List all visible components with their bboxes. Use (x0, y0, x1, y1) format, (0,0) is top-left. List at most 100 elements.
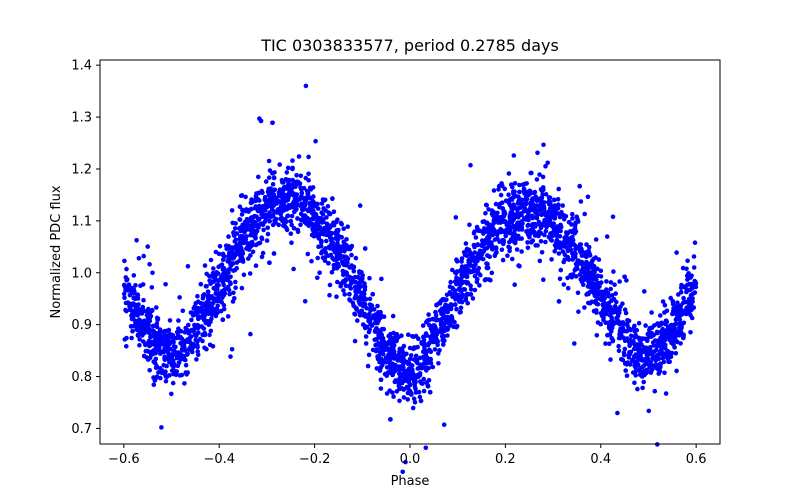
data-point (536, 233, 541, 239)
data-point (577, 242, 583, 247)
data-point (552, 197, 557, 203)
data-point (290, 158, 295, 163)
data-point (151, 382, 157, 388)
data-point (375, 303, 380, 309)
data-point (483, 211, 488, 216)
data-point (325, 204, 331, 209)
data-point (511, 212, 516, 217)
data-point (207, 332, 212, 338)
data-point (525, 245, 531, 251)
data-point (443, 317, 449, 323)
data-point (229, 347, 235, 352)
data-point (193, 337, 198, 343)
data-point (307, 196, 313, 201)
data-point (537, 196, 542, 201)
data-point (506, 171, 512, 176)
data-point (341, 288, 346, 293)
data-point (156, 342, 161, 347)
x-axis-label: Phase (391, 474, 430, 489)
data-point (270, 120, 275, 126)
data-point (298, 173, 304, 179)
data-point (590, 271, 596, 277)
data-point (276, 208, 281, 214)
data-point (466, 247, 472, 253)
data-point (464, 292, 470, 298)
data-point (547, 195, 553, 200)
data-point (410, 405, 416, 411)
x-axis-ticks: −0.6 −0.4 −0.2 0.0 0.2 0.4 0.6 (108, 444, 706, 467)
data-point (561, 282, 567, 287)
data-point (360, 303, 366, 309)
data-point (144, 341, 149, 347)
data-point (606, 293, 611, 299)
data-point (405, 397, 411, 402)
data-point (500, 206, 506, 211)
data-point (623, 310, 629, 316)
data-point (202, 263, 208, 268)
data-point (390, 313, 396, 319)
data-point (660, 328, 666, 333)
data-point (319, 238, 324, 244)
data-point (526, 222, 531, 228)
data-point (485, 235, 490, 241)
data-point (573, 274, 579, 279)
data-point (427, 322, 432, 328)
data-point (334, 265, 340, 271)
data-point (658, 321, 663, 327)
data-point (371, 307, 377, 312)
data-point (227, 291, 232, 297)
data-point (572, 230, 578, 236)
data-point (474, 279, 480, 285)
data-point (228, 274, 233, 280)
data-point (122, 284, 128, 289)
data-point (343, 283, 349, 289)
data-point (599, 295, 605, 301)
data-point (609, 298, 614, 303)
data-point (400, 469, 406, 475)
data-point (518, 201, 524, 207)
data-point (261, 227, 266, 233)
data-point (309, 258, 314, 264)
data-point (545, 215, 551, 221)
data-point (506, 198, 512, 204)
y-tick-label: 1.2 (71, 162, 92, 177)
data-point (130, 328, 135, 334)
data-point (578, 199, 584, 204)
data-point (173, 335, 179, 341)
data-point (569, 275, 575, 280)
data-point (263, 208, 268, 213)
data-point (427, 389, 433, 395)
data-point (154, 321, 160, 326)
data-point (663, 351, 668, 356)
data-point (565, 285, 571, 291)
data-point (489, 270, 495, 276)
data-point (362, 246, 368, 251)
data-point (438, 317, 443, 323)
data-point (631, 346, 637, 352)
data-point (426, 317, 432, 323)
data-point (452, 302, 458, 307)
data-point (468, 287, 474, 292)
data-point (348, 275, 353, 281)
data-point (241, 272, 247, 278)
data-point (225, 284, 231, 290)
data-point (567, 219, 572, 225)
data-point (452, 279, 458, 284)
data-point (242, 230, 247, 235)
data-point (554, 211, 560, 216)
data-point (486, 277, 492, 282)
data-point (541, 187, 546, 192)
data-point (605, 332, 610, 338)
data-point (136, 255, 142, 261)
data-point (464, 281, 470, 286)
data-point (195, 299, 201, 305)
data-point (238, 234, 243, 239)
data-point (289, 240, 294, 245)
data-point (341, 243, 346, 249)
data-point (195, 310, 200, 316)
data-point (306, 171, 311, 177)
data-point (428, 360, 434, 366)
data-point (171, 344, 177, 349)
data-point (609, 329, 614, 334)
data-point (494, 250, 499, 255)
